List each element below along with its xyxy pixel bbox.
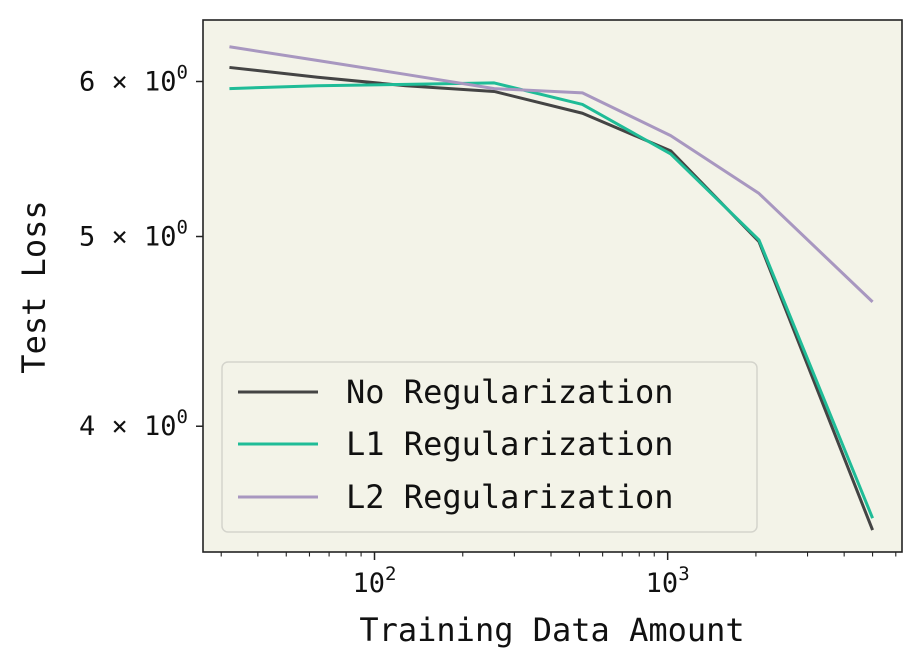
legend-label-l2-regularization: L2 Regularization — [346, 478, 674, 516]
legend-box — [221, 361, 758, 533]
y-axis-ticks: 4 × 100 5 × 100 6 × 100 — [79, 61, 203, 442]
legend: No Regularization L1 Regularization L2 R… — [221, 361, 758, 533]
series-line-l1-regularization — [229, 81, 874, 519]
series-layer — [229, 45, 874, 531]
plot-frame — [202, 19, 903, 553]
y-axis-label: Test Loss — [15, 200, 53, 373]
x-axis-label: Training Data Amount — [359, 611, 744, 649]
y-tick-label: 6 × 100 — [79, 61, 188, 97]
x-axis-ticks: 102 103 — [220, 552, 897, 599]
series-line-l2-regularization — [229, 45, 874, 303]
x-tick-label: 103 — [646, 563, 690, 599]
legend-label-no-regularization: No Regularization — [346, 373, 674, 411]
y-tick-label: 4 × 100 — [79, 406, 188, 442]
x-tick-label: 102 — [353, 563, 397, 599]
legend-label-l1-regularization: L1 Regularization — [346, 425, 674, 463]
y-tick-label: 5 × 100 — [79, 217, 188, 253]
